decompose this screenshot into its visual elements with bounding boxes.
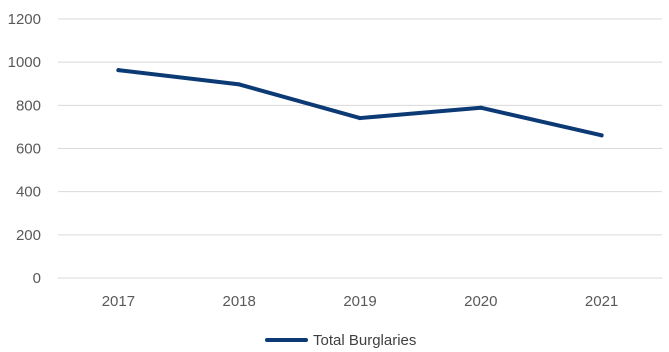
y-tick-label: 200 bbox=[16, 227, 41, 244]
legend: Total Burglaries bbox=[265, 332, 416, 349]
y-axis-tick-labels: 0 200 400 600 800 1000 1200 bbox=[8, 11, 41, 287]
x-tick-label: 2020 bbox=[464, 293, 497, 310]
x-tick-label: 2019 bbox=[343, 293, 376, 310]
series-line-total-burglaries bbox=[116, 68, 604, 138]
y-tick-label: 800 bbox=[16, 97, 41, 114]
legend-label-total-burglaries: Total Burglaries bbox=[313, 332, 416, 349]
y-tick-label: 600 bbox=[16, 141, 41, 158]
x-tick-label: 2018 bbox=[223, 293, 256, 310]
gridlines bbox=[58, 18, 662, 279]
y-tick-label: 0 bbox=[33, 270, 41, 287]
y-tick-label: 400 bbox=[16, 184, 41, 201]
y-tick-label: 1200 bbox=[8, 11, 41, 28]
data-point bbox=[358, 116, 362, 121]
x-tick-label: 2021 bbox=[585, 293, 618, 310]
x-axis-tick-labels: 2017 2018 2019 2020 2021 bbox=[102, 293, 619, 310]
x-tick-label: 2017 bbox=[102, 293, 135, 310]
y-tick-label: 1000 bbox=[8, 54, 41, 71]
series-lines bbox=[116, 68, 604, 138]
data-point bbox=[237, 82, 242, 87]
data-point bbox=[116, 68, 121, 73]
data-point bbox=[599, 133, 604, 138]
data-point bbox=[478, 105, 483, 110]
